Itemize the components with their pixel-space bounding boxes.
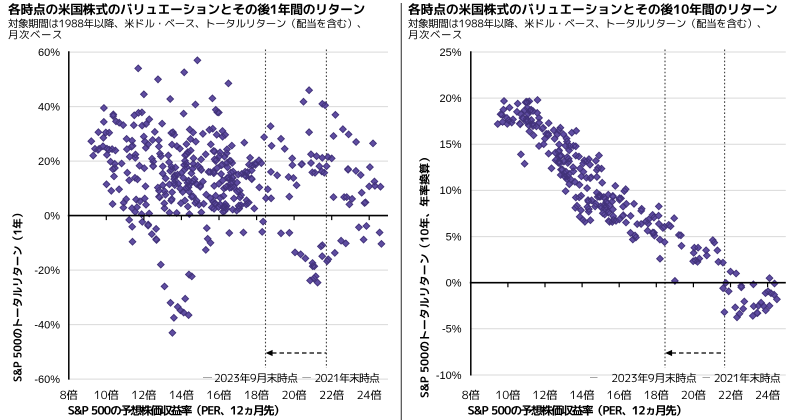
svg-text:0%: 0% <box>446 278 462 290</box>
svg-text:-40%: -40% <box>34 319 60 331</box>
svg-text:60%: 60% <box>38 47 60 59</box>
svg-text:20%: 20% <box>439 93 461 105</box>
svg-text:40%: 40% <box>38 101 60 113</box>
svg-text:-5%: -5% <box>442 324 462 336</box>
svg-text:-10%: -10% <box>436 370 462 382</box>
svg-text:-60%: -60% <box>34 374 60 386</box>
svg-text:10%: 10% <box>439 185 461 197</box>
svg-text:20%: 20% <box>38 156 60 168</box>
svg-text:25%: 25% <box>439 47 461 59</box>
svg-text:5%: 5% <box>446 231 462 243</box>
svg-text:-20%: -20% <box>34 265 60 277</box>
svg-text:15%: 15% <box>439 139 461 151</box>
svg-text:0%: 0% <box>44 210 60 222</box>
